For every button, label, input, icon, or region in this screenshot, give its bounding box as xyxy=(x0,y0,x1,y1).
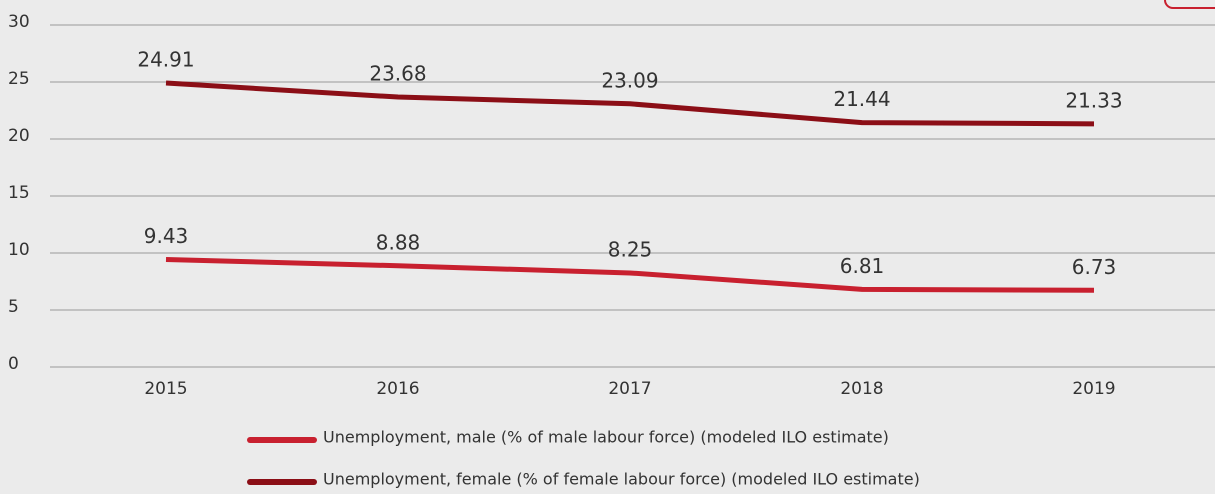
x-tick-label: 2016 xyxy=(376,379,419,399)
legend-label: Unemployment, female (% of female labour… xyxy=(323,470,920,489)
y-tick-label: 0 xyxy=(8,354,19,374)
series-line xyxy=(165,80,1095,127)
data-label: 8.25 xyxy=(608,237,653,261)
y-tick-label: 15 xyxy=(8,183,30,203)
y-tick-label: 30 xyxy=(8,12,30,32)
series-line xyxy=(165,256,1095,293)
data-label: 23.68 xyxy=(369,62,426,86)
data-label: 24.91 xyxy=(137,48,194,72)
data-label: 6.81 xyxy=(840,254,885,278)
data-label: 9.43 xyxy=(144,224,189,248)
y-tick-label: 20 xyxy=(8,126,30,146)
data-label: 6.73 xyxy=(1072,255,1117,279)
x-tick-label: 2019 xyxy=(1072,379,1115,399)
data-label: 21.44 xyxy=(833,87,890,111)
corner-badge xyxy=(1164,0,1215,9)
legend-label: Unemployment, male (% of male labour for… xyxy=(323,428,889,447)
data-label: 21.33 xyxy=(1065,88,1122,112)
x-tick-label: 2017 xyxy=(608,379,651,399)
y-tick-label: 5 xyxy=(8,297,19,317)
x-tick-label: 2018 xyxy=(840,379,883,399)
y-tick-label: 25 xyxy=(8,69,30,89)
y-tick-label: 10 xyxy=(8,240,30,260)
data-label: 8.88 xyxy=(376,230,421,254)
x-tick-label: 2015 xyxy=(144,379,187,399)
data-label: 23.09 xyxy=(601,68,658,92)
